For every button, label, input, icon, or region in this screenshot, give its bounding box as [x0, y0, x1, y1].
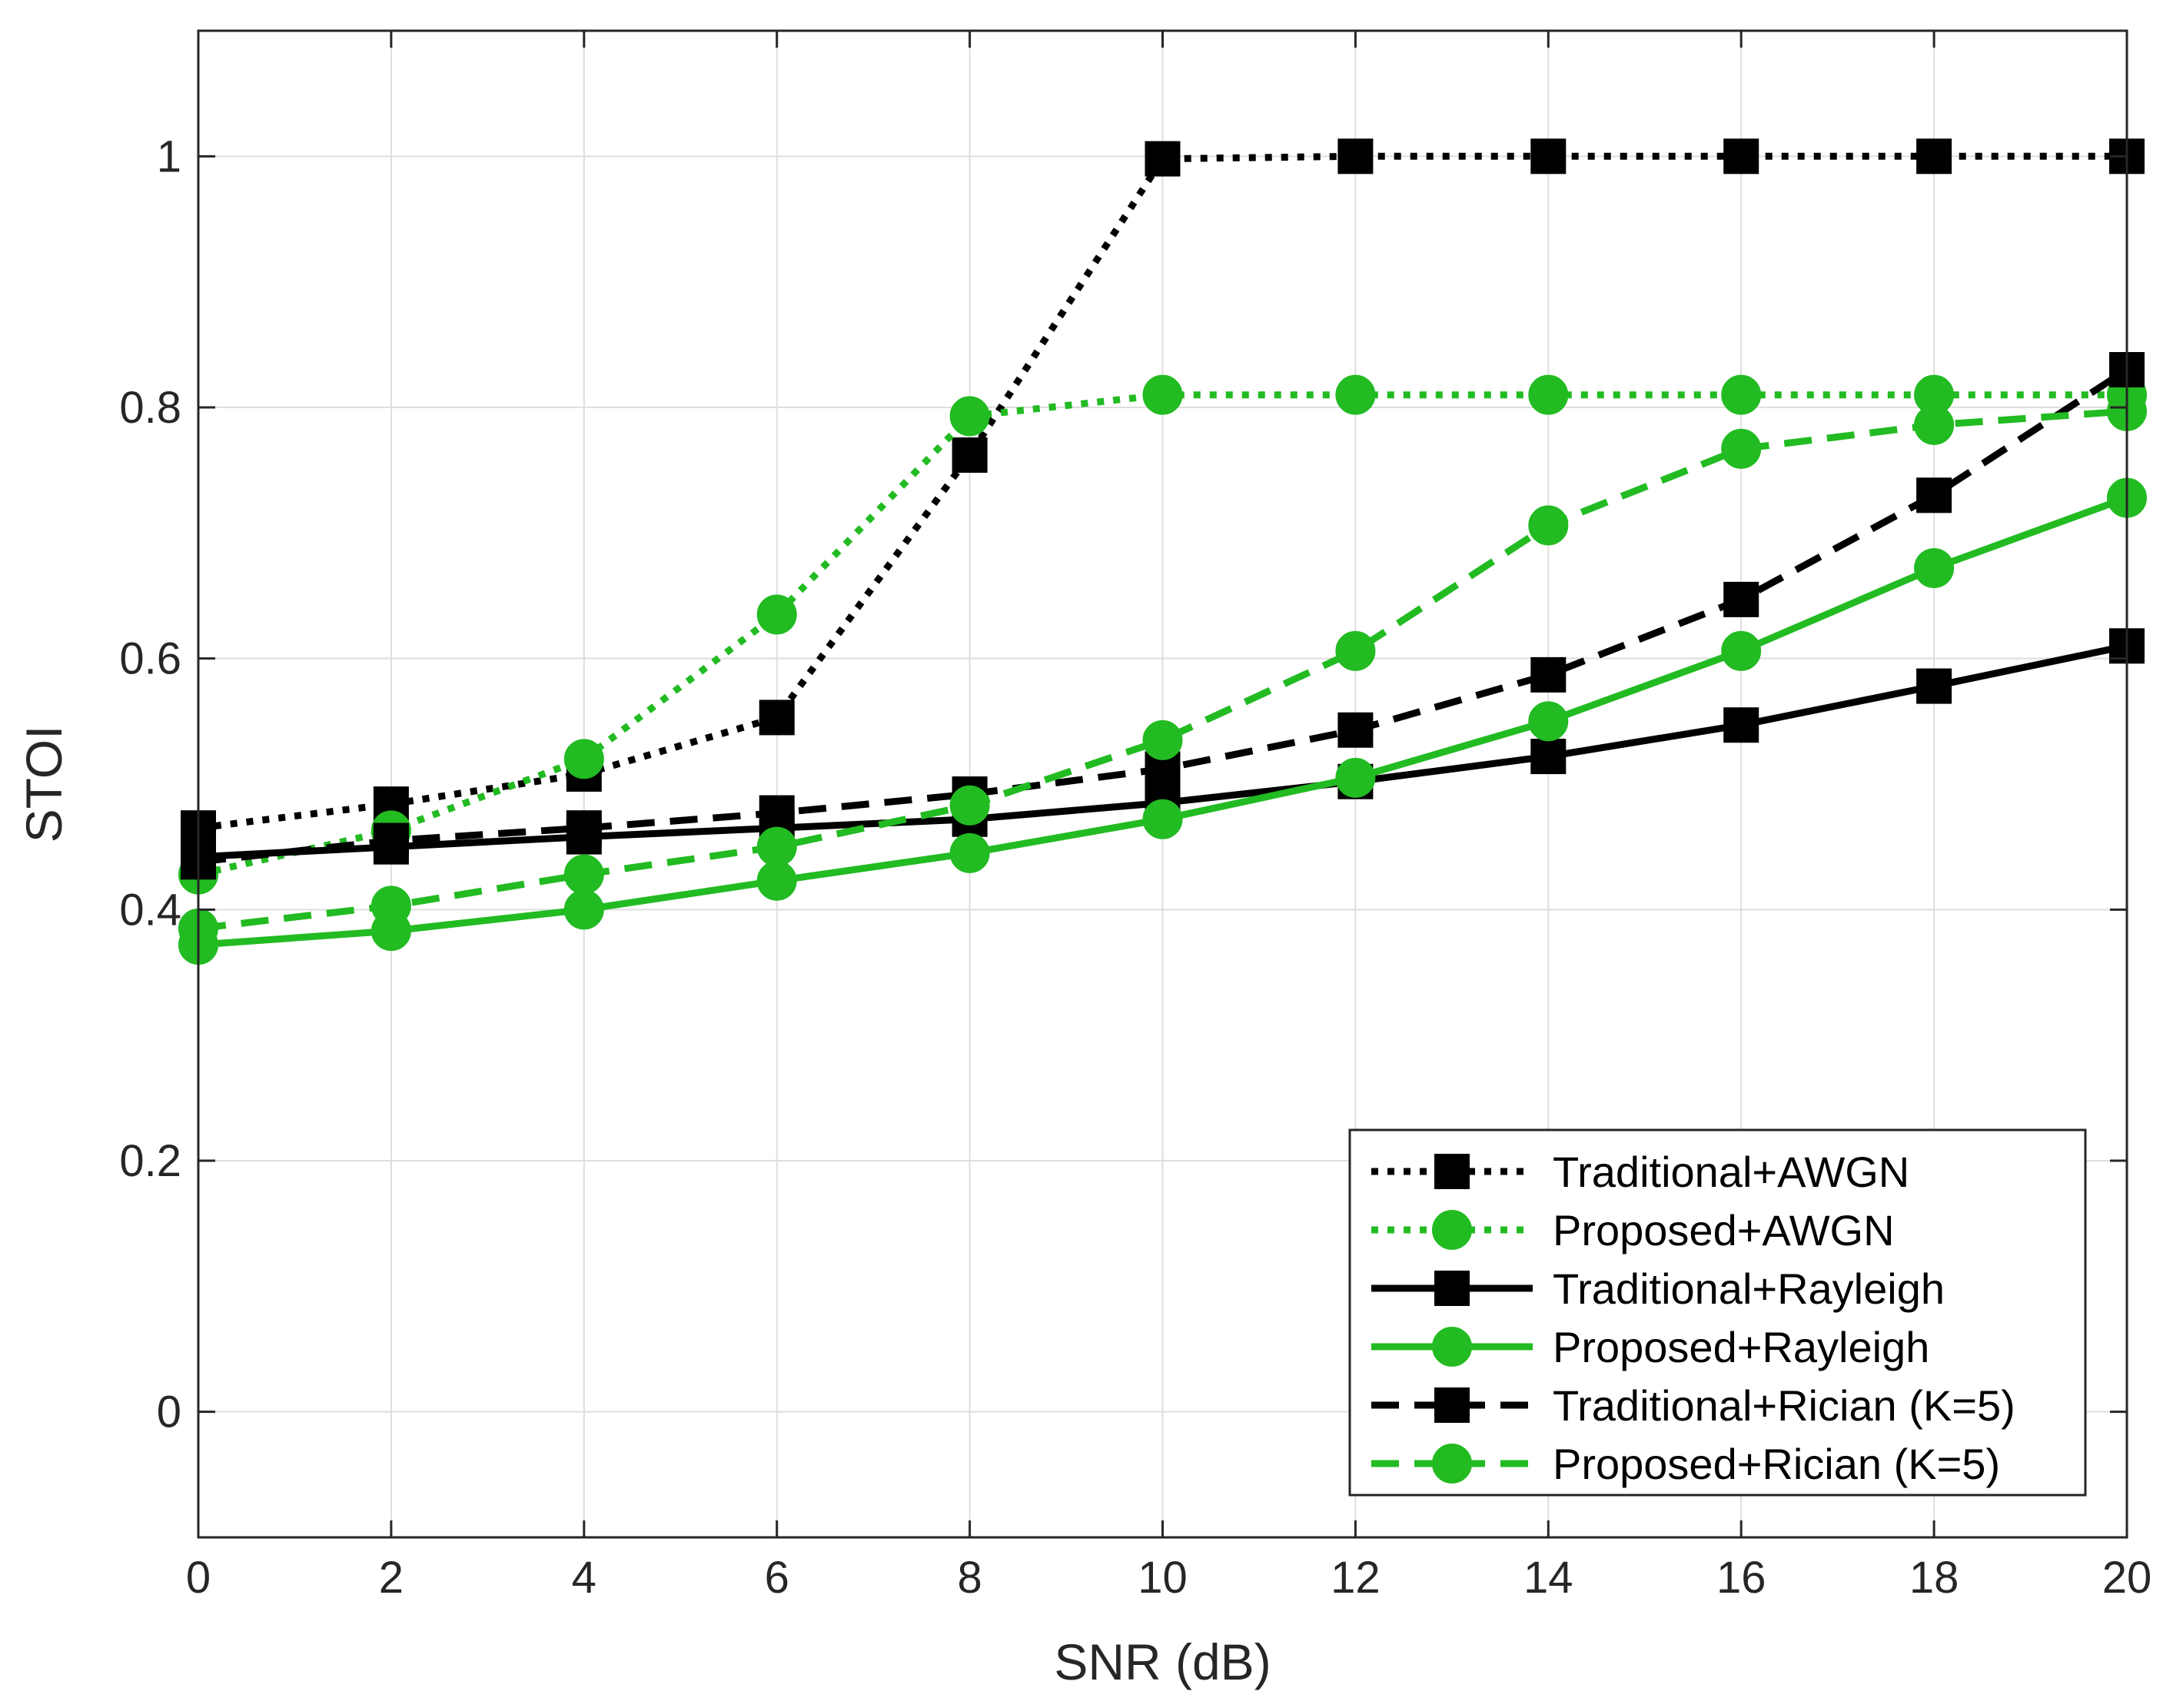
data-point: [1335, 757, 1376, 798]
y-tick-label: 0.2: [119, 1136, 181, 1186]
y-tick-label: 0: [157, 1387, 181, 1437]
x-axis-label: SNR (dB): [1054, 1633, 1271, 1690]
legend-marker: [1432, 1444, 1472, 1484]
data-point: [949, 832, 990, 873]
x-tick-label: 2: [379, 1553, 404, 1603]
legend-label: Proposed+Rician (K=5): [1553, 1440, 2000, 1488]
legend-marker: [1434, 1387, 1470, 1423]
data-point: [563, 889, 604, 930]
legend-label: Proposed+Rayleigh: [1553, 1323, 1929, 1371]
data-point: [1142, 799, 1183, 839]
data-point: [1142, 374, 1183, 415]
data-point: [1337, 712, 1374, 748]
x-tick-label: 0: [186, 1553, 211, 1603]
y-tick-label: 0.4: [119, 885, 181, 935]
data-point: [756, 594, 797, 635]
data-point: [370, 886, 411, 926]
legend-box: [1348, 1128, 2087, 1497]
data-point: [949, 396, 990, 437]
data-point: [1914, 404, 1955, 445]
legend-entry: Traditional+Rician (K=5): [1371, 1381, 2015, 1430]
legend-label: Proposed+AWGN: [1553, 1206, 1895, 1254]
legend-marker: [1432, 1210, 1472, 1250]
legend-label: Traditional+Rician (K=5): [1553, 1381, 2015, 1430]
data-point: [1916, 668, 1952, 704]
x-tick-label: 6: [765, 1553, 789, 1603]
data-point: [759, 699, 795, 736]
x-tick-label: 20: [2102, 1553, 2152, 1603]
series-4: [178, 477, 2147, 965]
data-point: [1721, 630, 1762, 671]
legend-label: Traditional+AWGN: [1553, 1148, 1909, 1196]
data-point: [373, 822, 409, 859]
series-line: [198, 407, 2128, 932]
data-point: [952, 437, 988, 474]
y-axis-label: STOI: [15, 726, 72, 843]
legend-entry: Proposed+Rayleigh: [1371, 1323, 1929, 1371]
data-point: [1916, 138, 1952, 174]
data-point: [1914, 548, 1955, 589]
series-6: [178, 390, 2147, 949]
data-point: [1721, 374, 1762, 415]
data-point: [1723, 707, 1759, 743]
data-point: [1335, 630, 1376, 671]
legend: Traditional+AWGN Proposed+AWGN Traditional…: [1348, 1128, 2087, 1497]
y-tick-label: 1: [157, 131, 181, 181]
data-point: [759, 795, 795, 831]
data-point: [1723, 138, 1759, 174]
legend-marker: [1434, 1154, 1470, 1189]
data-point: [1530, 739, 1567, 775]
legend-entry: Proposed+AWGN: [1371, 1206, 1895, 1254]
data-point: [1142, 719, 1183, 760]
legend-label: Traditional+Rayleigh: [1553, 1264, 1945, 1313]
data-point: [1145, 141, 1181, 177]
axis-ticks: 0 2 4 6 8 10 12 14 16 18 20 0 0.2 0.4 0.6 0.8 1: [119, 31, 2151, 1603]
data-point: [756, 826, 797, 867]
data-point: [566, 810, 602, 846]
y-tick-label: 0.8: [119, 383, 181, 433]
x-tick-label: 12: [1331, 1553, 1381, 1603]
x-tick-label: 16: [1716, 1553, 1766, 1603]
plot-series: [178, 138, 2147, 965]
data-point: [1528, 505, 1569, 546]
data-point: [1721, 428, 1762, 469]
legend-entry: Traditional+Rayleigh: [1371, 1264, 1945, 1313]
legend-entry: Proposed+Rician (K=5): [1371, 1440, 2000, 1488]
data-point: [756, 860, 797, 901]
x-tick-label: 4: [572, 1553, 596, 1603]
data-point: [1528, 701, 1569, 742]
x-tick-label: 14: [1523, 1553, 1573, 1603]
x-tick-label: 8: [957, 1553, 982, 1603]
y-tick-label: 0.6: [119, 634, 181, 684]
series-line: [198, 152, 2127, 832]
data-point: [563, 739, 604, 779]
data-point: [563, 854, 604, 895]
data-point: [1337, 138, 1374, 174]
data-point: [1528, 374, 1569, 415]
data-point: [1530, 656, 1567, 693]
data-point: [1530, 138, 1567, 174]
legend-marker: [1432, 1327, 1472, 1367]
legend-entry: Traditional+AWGN: [1371, 1148, 1909, 1196]
legend-marker: [1434, 1271, 1470, 1306]
data-point: [1723, 581, 1759, 617]
data-point: [1335, 374, 1376, 415]
data-point: [949, 785, 990, 826]
data-point: [1916, 477, 1952, 513]
x-tick-label: 18: [1909, 1553, 1959, 1603]
x-tick-label: 10: [1138, 1553, 1188, 1603]
